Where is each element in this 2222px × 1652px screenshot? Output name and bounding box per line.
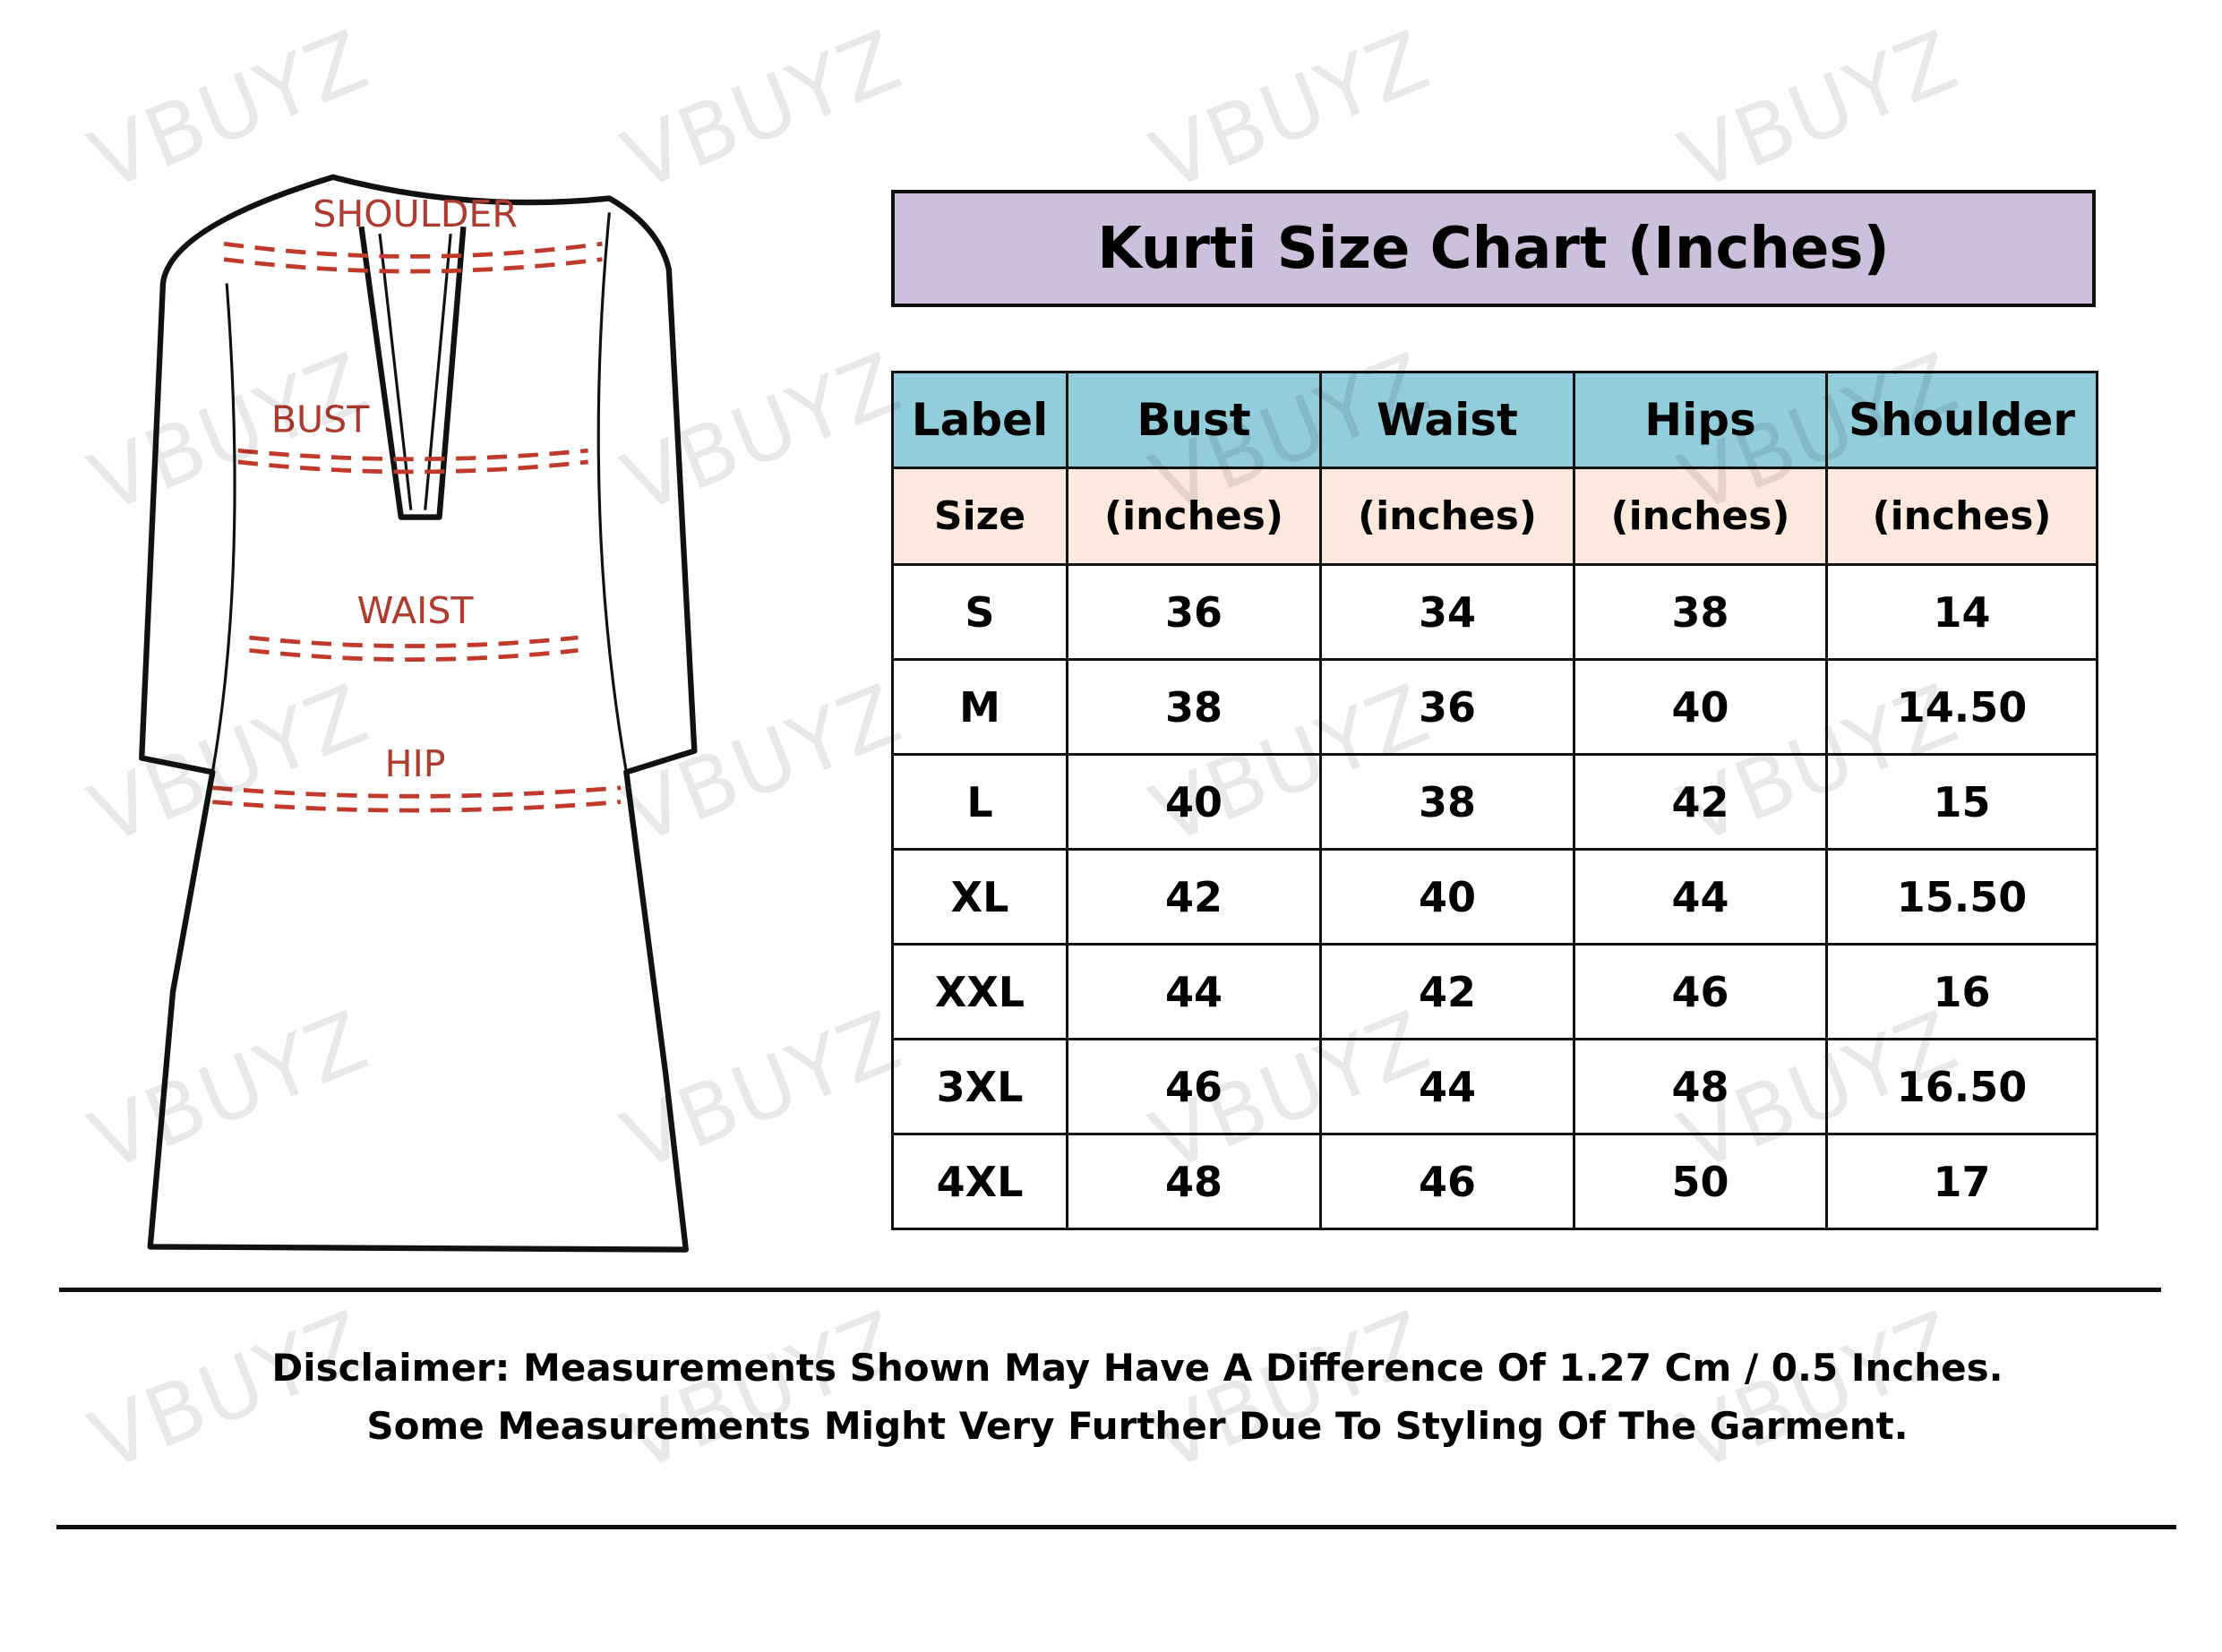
header-cell: Bust (1066, 371, 1322, 469)
header-cell: Label (891, 371, 1068, 469)
size-cell: L (891, 753, 1068, 851)
bust-label: BUST (271, 398, 370, 441)
subheader-row: Size (inches) (inches) (inches) (inches) (891, 466, 2098, 566)
value-cell: 44 (1066, 943, 1322, 1040)
value-cell: 42 (1066, 848, 1322, 946)
value-cell: 44 (1573, 848, 1828, 946)
table-row: M 38 36 40 14.50 (891, 658, 2098, 756)
table-row: S 36 34 38 14 (891, 563, 2098, 661)
value-cell: 44 (1319, 1038, 1575, 1135)
subheader-cell: (inches) (1825, 466, 2098, 566)
value-cell: 42 (1573, 753, 1828, 851)
value-cell: 46 (1066, 1038, 1322, 1135)
value-cell: 38 (1319, 753, 1575, 851)
subheader-cell: (inches) (1319, 466, 1575, 566)
disclaimer-line-1: Disclaimer: Measurements Shown May Have … (271, 1346, 2003, 1390)
header-row: Label Bust Waist Hips Shoulder (891, 371, 2098, 469)
value-cell: 15 (1825, 753, 2098, 851)
value-cell: 38 (1066, 658, 1322, 756)
table-row: XL 42 40 44 15.50 (891, 848, 2098, 946)
value-cell: 38 (1573, 563, 1828, 661)
shoulder-label: SHOULDER (313, 193, 518, 235)
value-cell: 16.50 (1825, 1038, 2098, 1135)
value-cell: 48 (1573, 1038, 1828, 1135)
header-cell: Waist (1319, 371, 1575, 469)
value-cell: 16 (1825, 943, 2098, 1040)
size-cell: XL (891, 848, 1068, 946)
size-cell: M (891, 658, 1068, 756)
chart-title: Kurti Size Chart (Inches) (891, 190, 2096, 307)
divider-top (59, 1288, 2161, 1292)
subheader-cell: (inches) (1573, 466, 1828, 566)
size-cell: 4XL (891, 1133, 1068, 1230)
value-cell: 36 (1319, 658, 1575, 756)
size-cell: 3XL (891, 1038, 1068, 1135)
value-cell: 46 (1319, 1133, 1575, 1230)
value-cell: 36 (1066, 563, 1322, 661)
value-cell: 40 (1319, 848, 1575, 946)
hip-label: HIP (385, 742, 446, 785)
size-cell: XXL (891, 943, 1068, 1040)
measure-lines (212, 241, 622, 813)
header-cell: Shoulder (1825, 371, 2098, 469)
value-cell: 14.50 (1825, 658, 2098, 756)
kurti-outline (139, 174, 698, 1253)
subheader-cell: Size (891, 466, 1068, 566)
value-cell: 34 (1319, 563, 1575, 661)
value-cell: 40 (1573, 658, 1828, 756)
table-row: 4XL 48 46 50 17 (891, 1133, 2098, 1230)
value-cell: 40 (1066, 753, 1322, 851)
value-cell: 46 (1573, 943, 1828, 1040)
divider-bottom (56, 1525, 2176, 1529)
value-cell: 50 (1573, 1133, 1828, 1230)
waist-label: WAIST (357, 589, 475, 632)
disclaimer-line-2: Some Measurements Might Very Further Due… (366, 1404, 1909, 1448)
table-row: 3XL 46 44 48 16.50 (891, 1038, 2098, 1135)
value-cell: 42 (1319, 943, 1575, 1040)
value-cell: 17 (1825, 1133, 2098, 1230)
size-cell: S (891, 563, 1068, 661)
table-row: L 40 38 42 15 (891, 753, 2098, 851)
value-cell: 48 (1066, 1133, 1322, 1230)
subheader-cell: (inches) (1066, 466, 1322, 566)
size-table: Label Bust Waist Hips Shoulder Size (inc… (891, 371, 2098, 1230)
table-row: XXL 44 42 46 16 (891, 943, 2098, 1040)
value-cell: 14 (1825, 563, 2098, 661)
header-cell: Hips (1573, 371, 1828, 469)
value-cell: 15.50 (1825, 848, 2098, 946)
